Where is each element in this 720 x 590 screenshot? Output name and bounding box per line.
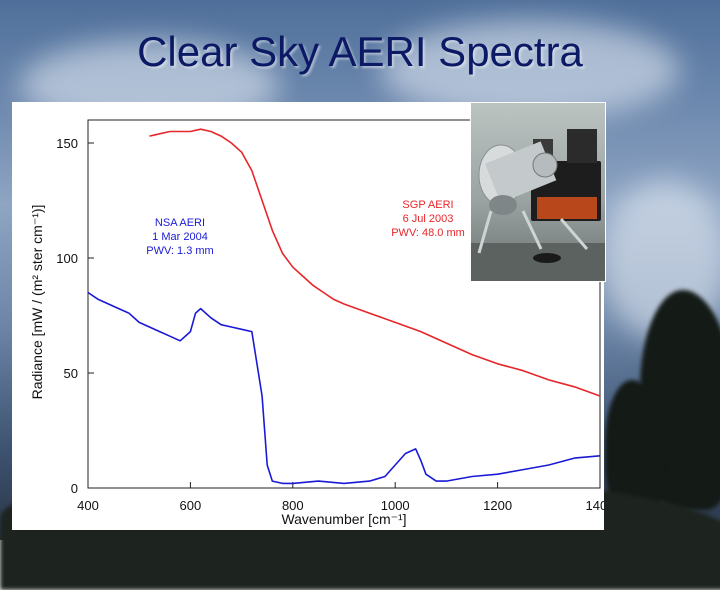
aeri-instrument-photo [470, 102, 606, 282]
slide-title: Clear Sky AERI Spectra [137, 28, 583, 75]
x-axis-label: Wavenumber [cm⁻¹] [281, 511, 406, 527]
sgp-annotation: SGP AERI 6 Jul 2003 PWV: 48.0 mm [391, 199, 465, 239]
y-tick-label: 100 [56, 251, 78, 266]
nsa-annotation-line-1: NSA AERI [155, 217, 205, 229]
nsa-annotation-line-3: PWV: 1.3 mm [146, 245, 213, 257]
sgp-spectrum-line [149, 128, 601, 397]
plot-frame [87, 119, 601, 489]
x-tick-label: 1400 [586, 498, 604, 513]
y-tick-label: 0 [71, 481, 78, 496]
x-tick-label: 600 [180, 498, 202, 513]
y-tick-label: 150 [56, 136, 78, 151]
sgp-annotation-line-3: PWV: 48.0 mm [391, 227, 465, 239]
x-tick-label: 400 [77, 498, 99, 513]
nsa-annotation-line-2: 1 Mar 2004 [152, 231, 208, 243]
sgp-annotation-line-2: 6 Jul 2003 [403, 213, 454, 225]
y-axis-label: Radiance [mW / (m² ster cm⁻¹)] [29, 205, 45, 400]
x-tick-label: 1200 [483, 498, 512, 513]
nsa-spectrum-line [87, 291, 601, 485]
sgp-annotation-line-1: SGP AERI [402, 199, 453, 211]
instrument-illustration [471, 129, 605, 281]
nsa-annotation: NSA AERI 1 Mar 2004 PWV: 1.3 mm [146, 217, 213, 257]
x-tick-label: 800 [282, 498, 304, 513]
x-tick-label: 1000 [381, 498, 410, 513]
y-tick-label: 50 [64, 366, 78, 381]
